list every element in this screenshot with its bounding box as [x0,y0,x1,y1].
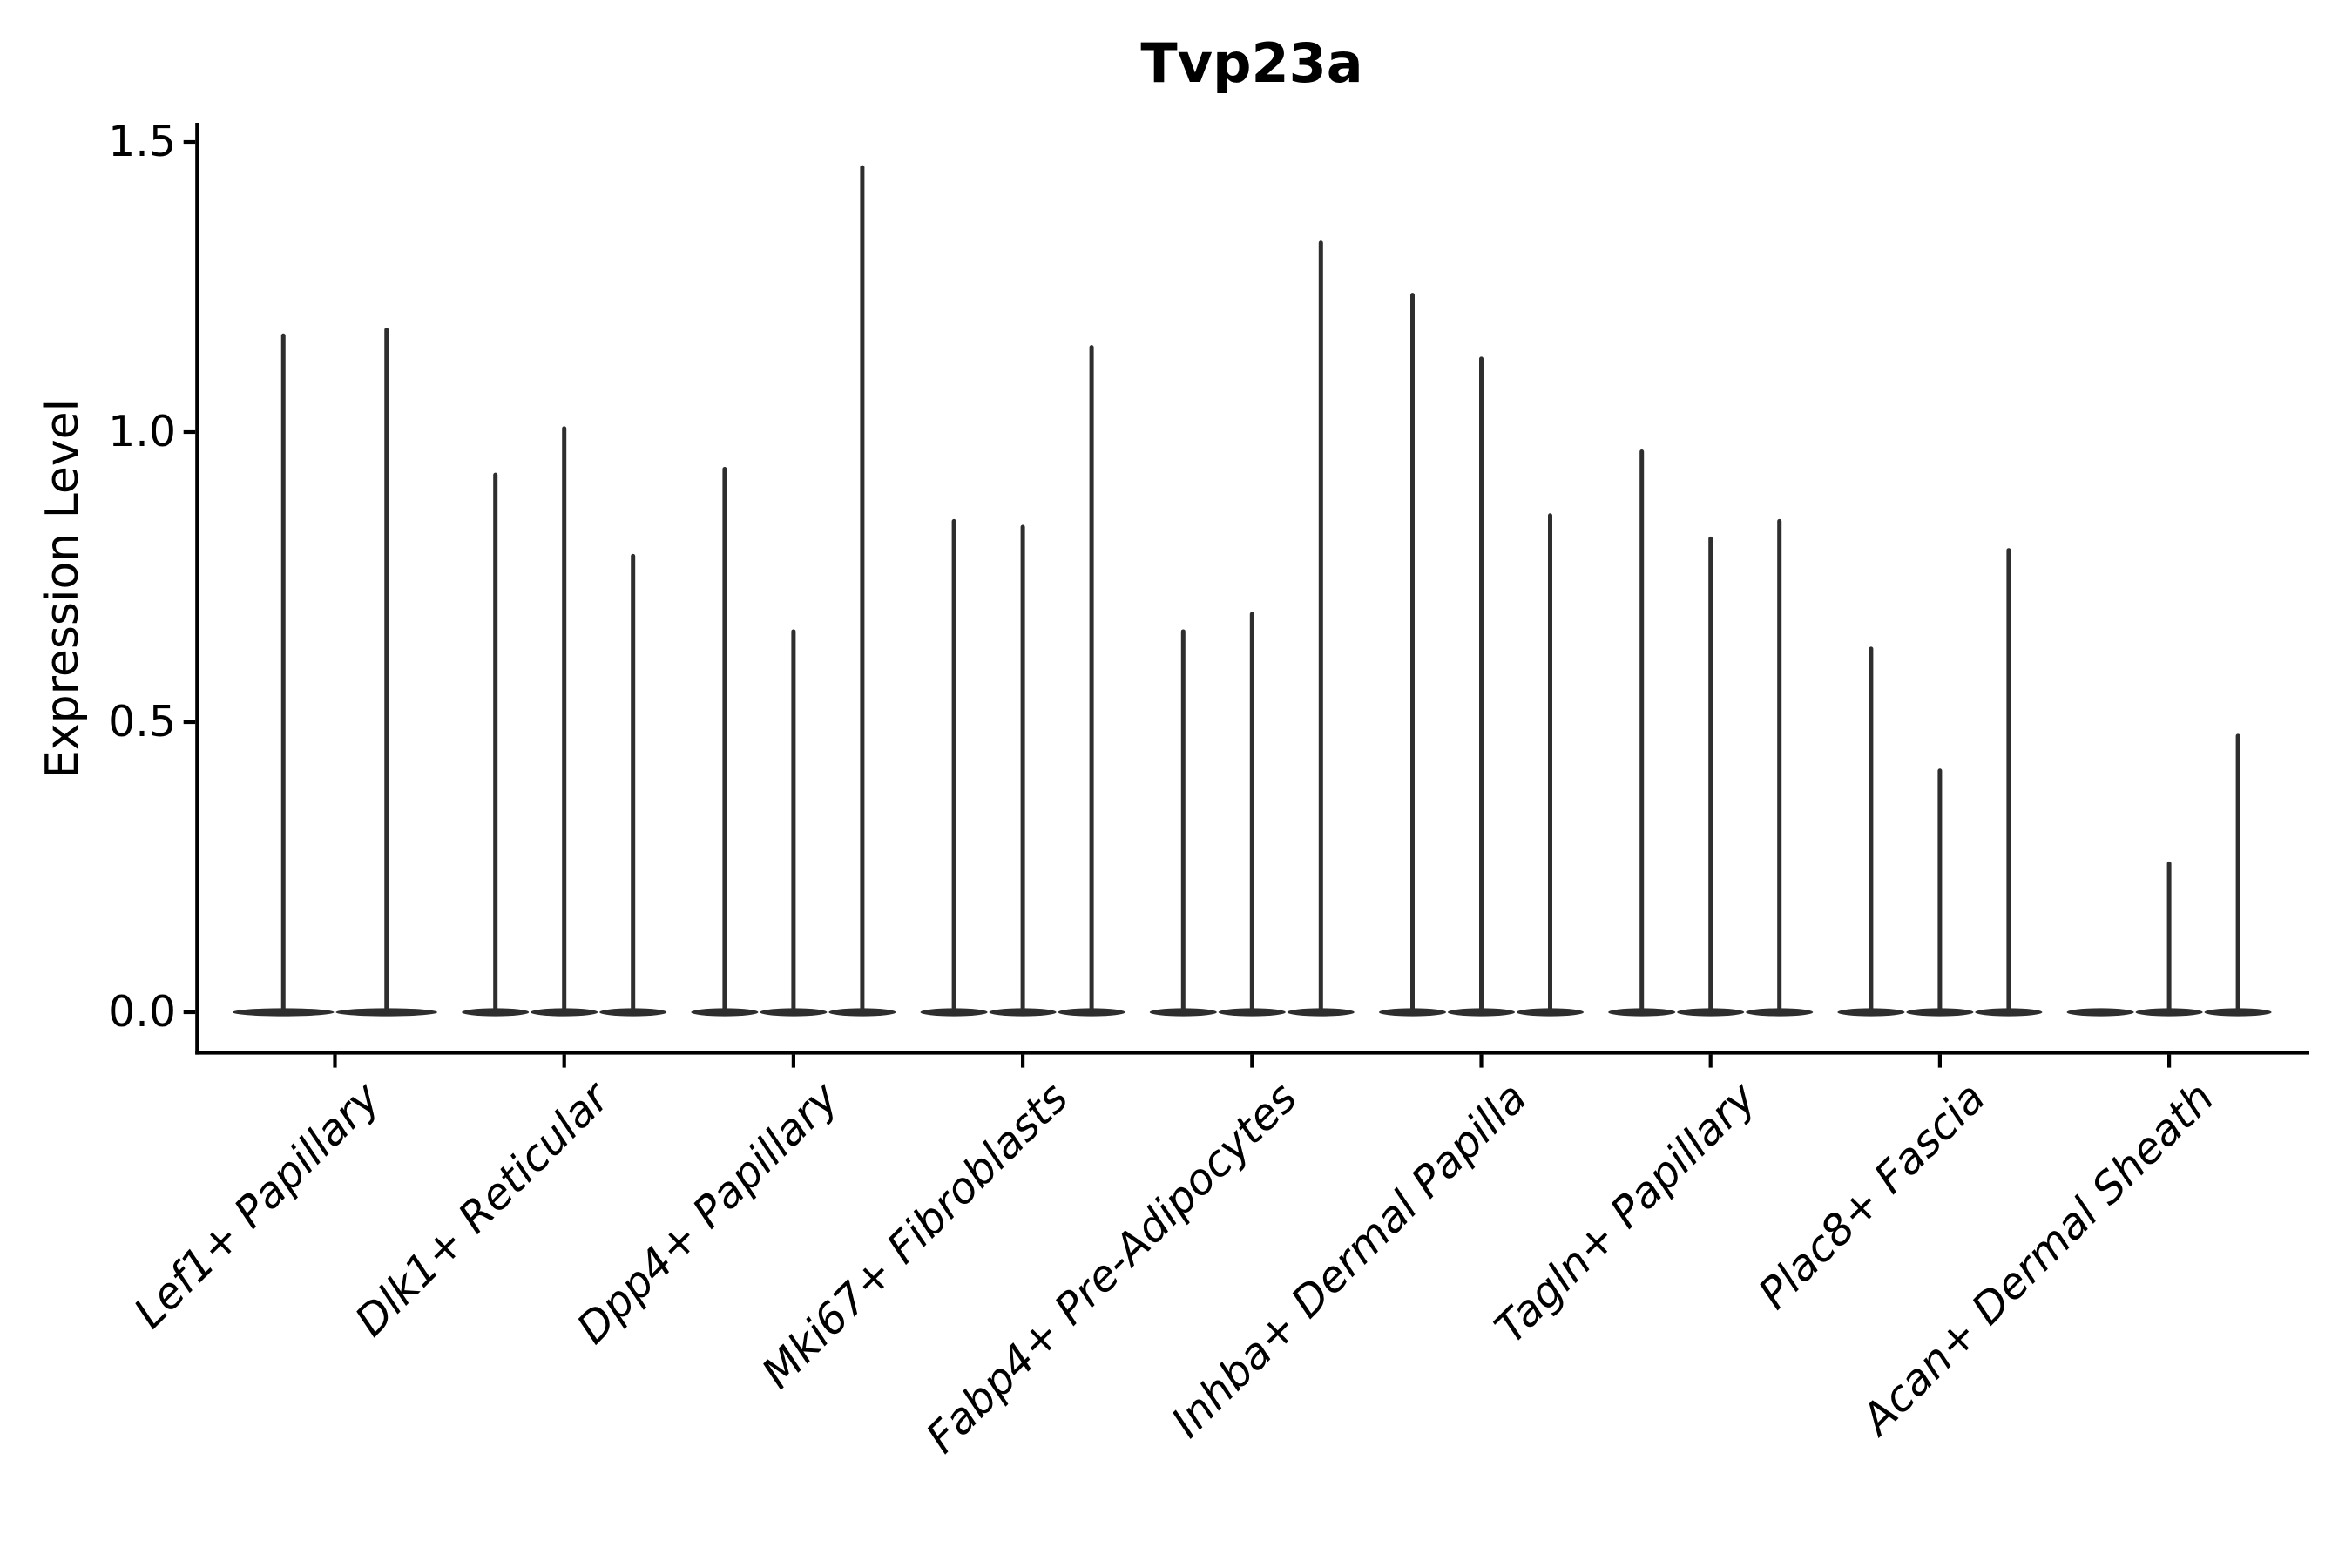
y-tick-label: 0.5 [108,697,176,747]
x-tick [1021,1054,1025,1068]
x-tick [1937,1054,1942,1068]
x-axis-spine [195,1051,2310,1055]
chart-title: Tvp23a [1140,31,1363,95]
x-tick [333,1054,337,1068]
x-tick [1479,1054,1484,1068]
y-axis-spine [195,123,199,1055]
x-tick [562,1054,566,1068]
y-tick-label: 1.0 [108,407,176,456]
y-tick-label: 1.5 [108,117,176,166]
y-tick [183,720,196,725]
x-tick [2167,1054,2172,1068]
y-tick [183,1010,196,1015]
y-tick-label: 0.0 [108,987,176,1037]
violin-lens [2066,1008,2134,1017]
x-tick [1708,1054,1713,1068]
y-tick [183,139,196,145]
x-tick [1250,1054,1254,1068]
y-tick [183,429,196,435]
x-tick [791,1054,795,1068]
